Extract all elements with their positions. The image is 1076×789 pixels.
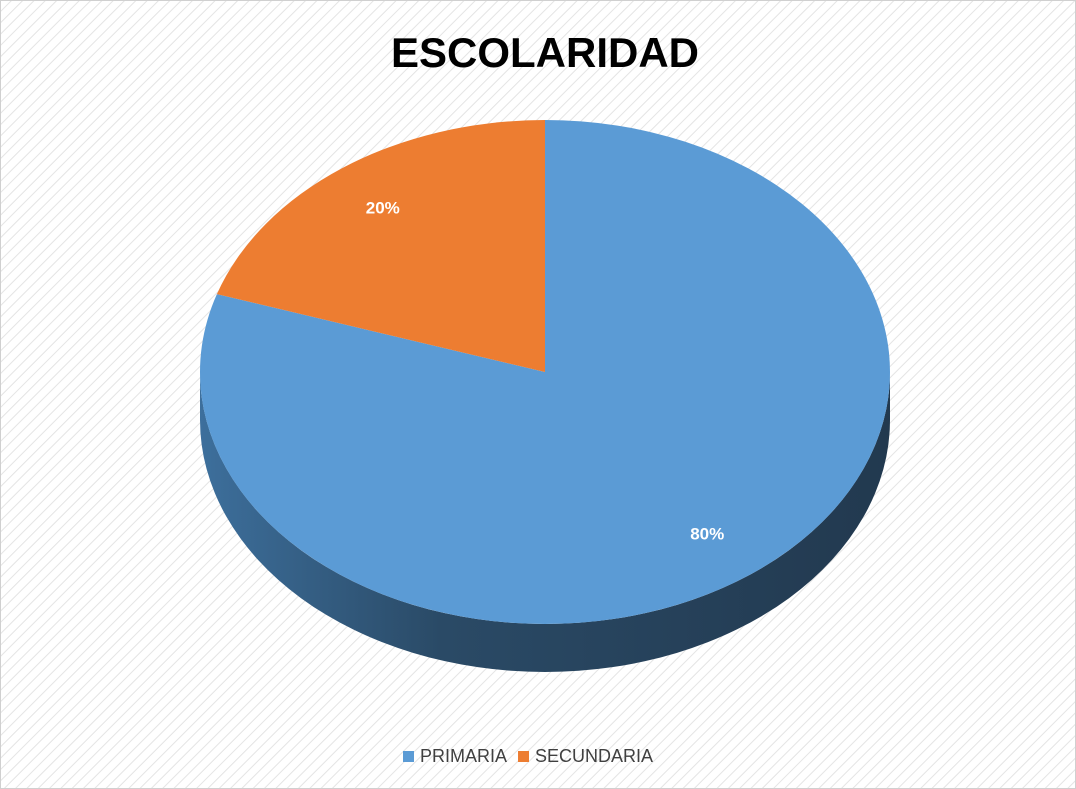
pie-side [200, 372, 890, 672]
data-label: 80% [690, 525, 724, 544]
legend-swatch [518, 751, 530, 762]
data-label: 20% [366, 198, 400, 217]
pie-slice [216, 120, 545, 372]
legend-label: SECUNDARIA [535, 746, 653, 766]
legend-label: PRIMARIA [420, 746, 507, 766]
legend-swatch [403, 751, 414, 762]
chart-title: ESCOLARIDAD [391, 29, 699, 76]
